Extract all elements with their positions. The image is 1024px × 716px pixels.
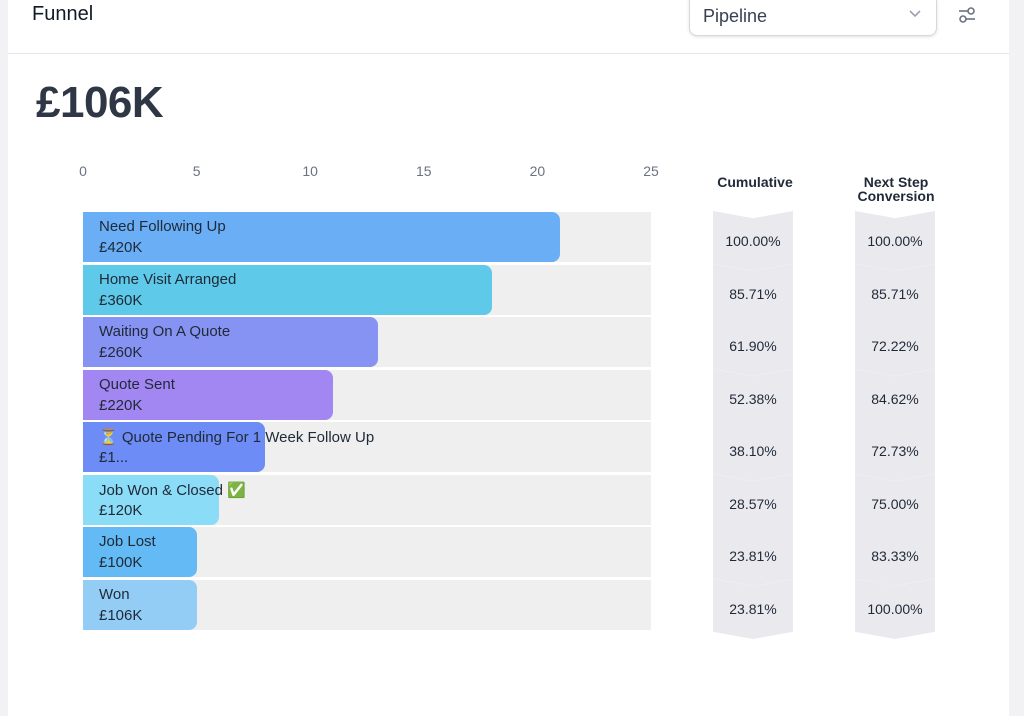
cumulative-chevron [713,526,793,586]
cumulative-chevron [713,264,793,324]
cumulative-chevron [713,369,793,429]
x-tick-label: 5 [192,163,201,179]
funnel-bar-value: £260K [99,344,143,361]
page-title: Funnel [32,3,94,25]
next-step-percent: 85.71% [871,286,919,302]
funnel-bar-value: £100K [99,554,143,571]
funnel-bar-label: Job Lost [99,533,156,550]
funnel-bar[interactable] [83,422,265,472]
next-step-chevron [855,526,935,586]
funnel-bar[interactable] [83,527,197,577]
next-step-percent: 83.33% [871,548,919,564]
next-step-percent: 72.73% [871,443,919,459]
cumulative-percent: 52.38% [729,391,777,407]
next-step-chevron [855,316,935,376]
funnel-bar-value: £420K [99,239,143,256]
cumulative-percent: 61.90% [729,338,777,354]
funnel-bar-label: Job Won & Closed ✅ [99,482,246,499]
funnel-bar-label: Need Following Up [99,218,226,235]
next-step-chevron [855,211,935,271]
funnel-bar-label: Home Visit Arranged [99,271,237,288]
x-tick-label: 0 [79,163,87,179]
funnel-bar[interactable] [83,370,333,420]
funnel-bar-value: £1... [99,449,129,466]
next-step-percent: 100.00% [867,233,923,249]
x-tick-label: 20 [529,163,546,179]
x-tick-label: 15 [416,163,432,179]
next-step-percent: 75.00% [871,496,919,512]
next-step-percent: 72.22% [871,338,919,354]
filter-settings-icon[interactable] [957,5,977,25]
cumulative-chevron [713,474,793,534]
funnel-bar[interactable] [83,580,197,630]
next-step-chevron [855,421,935,481]
cumulative-percent: 100.00% [725,233,781,249]
cumulative-percent: 38.10% [729,443,777,459]
pipeline-select-value: Pipeline [703,6,768,26]
cumulative-chevron [713,316,793,376]
next-step-chevron [855,369,935,429]
funnel-bar[interactable] [83,317,379,367]
card-header: Funnel Pipeline [8,0,1009,54]
chevron-down-icon [909,10,921,18]
total-value: £106K [36,78,164,127]
cumulative-chevron [713,579,793,639]
x-tick-label: 25 [643,163,659,179]
funnel-bar[interactable] [83,475,220,525]
next-step-chevron [855,579,935,639]
funnel-bar[interactable] [83,212,561,262]
cumulative-header: Cumulative [717,174,793,190]
next-step-conversion-header: Next Step Conversion [857,174,935,204]
funnel-bar-label: Waiting On A Quote [99,323,231,340]
cumulative-chevron [713,421,793,481]
next-step-chevron [855,474,935,534]
cumulative-percent: 85.71% [729,286,777,302]
next-step-percent: 100.00% [867,601,923,617]
funnel-bar-label: Quote Sent [99,376,175,393]
funnel-bar[interactable] [83,265,492,315]
funnel-bar-label: Won [99,586,130,603]
funnel-bar-value: £360K [99,292,143,309]
funnel-card: Funnel Pipeline £106K Cumulative Next St… [8,0,1009,716]
x-tick-label: 10 [302,163,318,179]
funnel-bar-value: £106K [99,607,143,624]
funnel-bar-value: £220K [99,397,143,414]
next-step-percent: 84.62% [871,391,919,407]
cumulative-chevron [713,211,793,271]
cumulative-percent: 23.81% [729,548,777,564]
cumulative-percent: 23.81% [729,601,777,617]
cumulative-percent: 28.57% [729,496,777,512]
funnel-bar-value: £120K [99,502,143,519]
next-step-chevron [855,264,935,324]
pipeline-select[interactable]: Pipeline [689,0,937,36]
funnel-bar-label: ⏳ Quote Pending For 1 Week Follow Up [99,429,375,446]
